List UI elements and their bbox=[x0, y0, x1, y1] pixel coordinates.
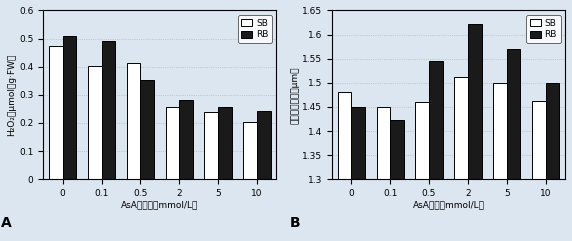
Bar bbox=[546, 83, 559, 241]
Y-axis label: 叶片气孔开度（μm）: 叶片气孔开度（μm） bbox=[290, 66, 299, 124]
Bar bbox=[468, 24, 482, 241]
Bar bbox=[63, 36, 76, 179]
Bar bbox=[88, 66, 101, 179]
Bar bbox=[376, 107, 390, 241]
Bar bbox=[179, 100, 193, 179]
Bar bbox=[257, 111, 271, 179]
X-axis label: AsA的浓度（mmol/L）: AsA的浓度（mmol/L） bbox=[121, 201, 198, 210]
Y-axis label: H₂O₂（μmol／g·FW）: H₂O₂（μmol／g·FW） bbox=[7, 54, 17, 136]
Text: A: A bbox=[1, 216, 12, 230]
Legend: SB, RB: SB, RB bbox=[526, 15, 561, 43]
Text: B: B bbox=[290, 216, 300, 230]
Bar bbox=[101, 41, 115, 179]
Bar bbox=[218, 107, 232, 179]
X-axis label: AsA浓度（mmol/L）: AsA浓度（mmol/L） bbox=[412, 201, 484, 210]
Bar bbox=[507, 49, 521, 241]
Bar bbox=[166, 107, 179, 179]
Bar bbox=[454, 76, 468, 241]
Bar bbox=[415, 102, 429, 241]
Bar bbox=[390, 120, 404, 241]
Legend: SB, RB: SB, RB bbox=[238, 15, 272, 43]
Bar bbox=[351, 107, 365, 241]
Bar bbox=[204, 112, 218, 179]
Bar bbox=[140, 80, 154, 179]
Bar bbox=[493, 83, 507, 241]
Bar bbox=[49, 46, 63, 179]
Bar bbox=[429, 61, 443, 241]
Bar bbox=[337, 93, 351, 241]
Bar bbox=[127, 63, 140, 179]
Bar bbox=[532, 101, 546, 241]
Bar bbox=[243, 122, 257, 179]
